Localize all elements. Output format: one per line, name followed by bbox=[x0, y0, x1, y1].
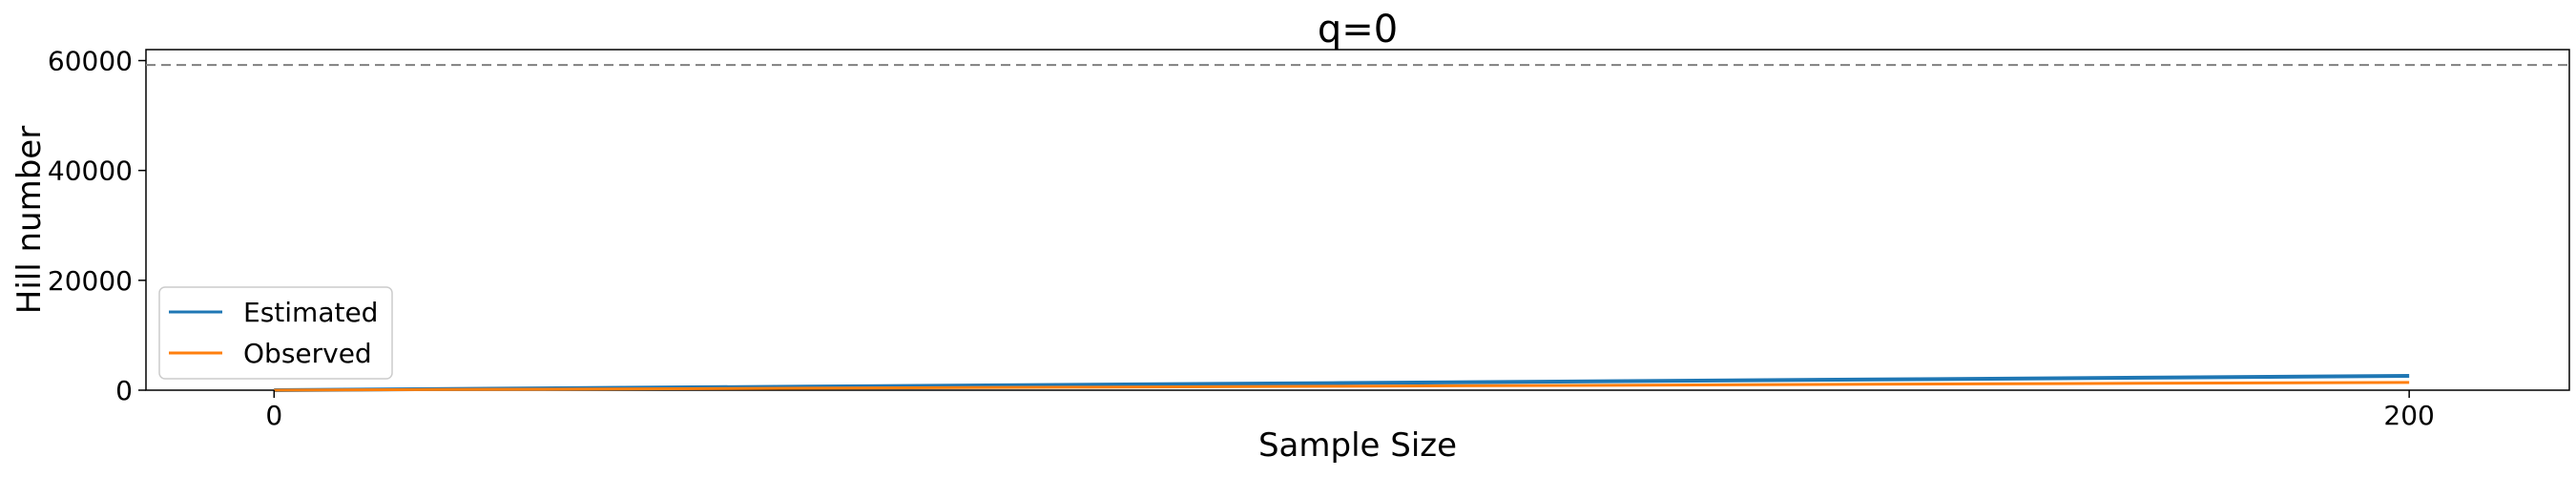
y-tick-label: 40000 bbox=[48, 156, 133, 187]
x-axis-label: Sample Size bbox=[1258, 426, 1457, 465]
chart-title: q=0 bbox=[1318, 8, 1398, 52]
ticks-layer: 0 200 0 20000 40000 60000 bbox=[48, 46, 2435, 431]
plot-frame bbox=[145, 49, 2570, 391]
series-layer bbox=[274, 374, 2410, 392]
x-tick-label: 200 bbox=[2383, 400, 2434, 431]
x-tick-label: 0 bbox=[265, 400, 282, 431]
y-axis-label: Hill number bbox=[10, 126, 49, 314]
series-line-observed bbox=[274, 381, 2410, 392]
y-tick-label: 0 bbox=[115, 375, 133, 406]
y-tick-label: 20000 bbox=[48, 265, 133, 297]
legend-box bbox=[158, 286, 393, 380]
y-tick-label: 60000 bbox=[48, 46, 133, 77]
legend-label-estimated: Estimated bbox=[243, 297, 378, 328]
legend-label-observed: Observed bbox=[243, 338, 372, 369]
legend: Estimated Observed bbox=[158, 286, 393, 380]
